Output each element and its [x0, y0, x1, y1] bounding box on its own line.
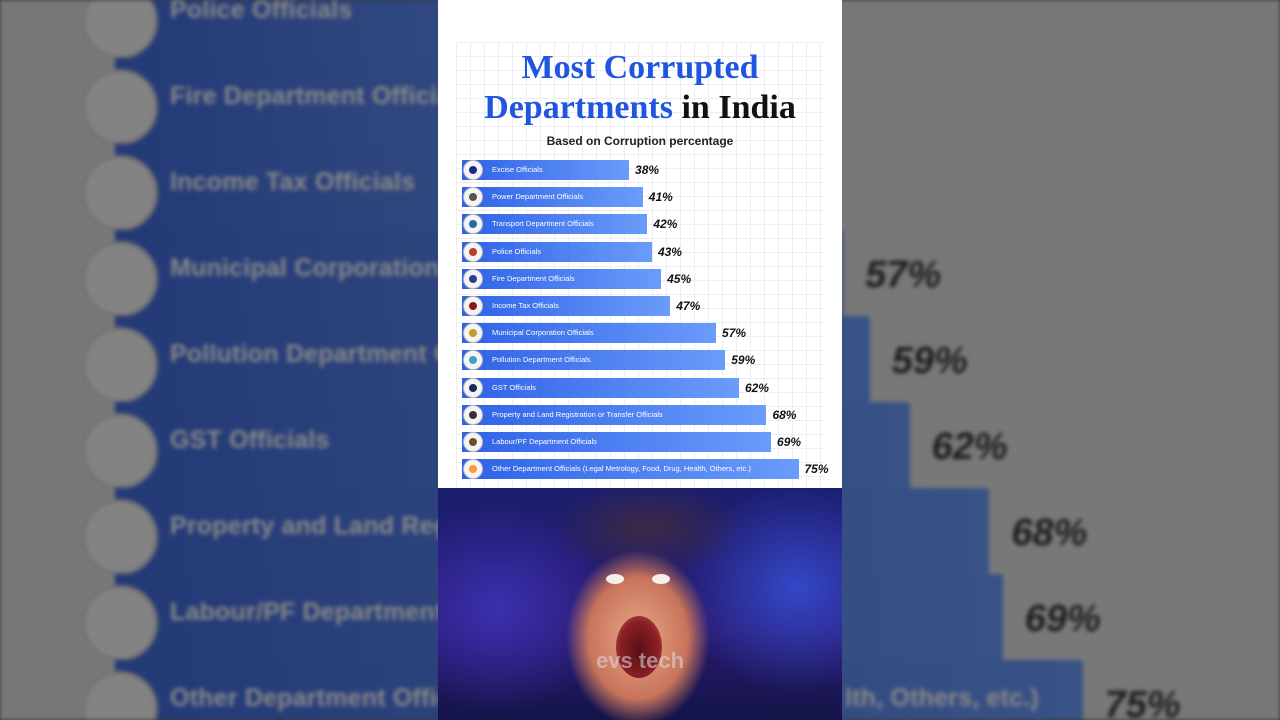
value-label: 57%	[722, 326, 747, 341]
bar-label: Municipal Corporation Officials	[492, 328, 594, 338]
title-highlight: Most Corrupted Departments	[484, 49, 759, 126]
background-label: Police Officials	[170, 0, 353, 24]
watermark-text: evs tech	[595, 648, 685, 673]
background-emblem-icon	[82, 0, 158, 59]
value-label: 75%	[804, 462, 829, 477]
background-emblem-icon	[82, 155, 158, 231]
background-label: Pollution Department Of	[170, 340, 463, 368]
value-label: 41%	[648, 190, 673, 205]
background-emblem-icon	[82, 327, 158, 403]
background-label: Other Department Officia	[170, 684, 473, 712]
value-label: 69%	[777, 435, 802, 449]
police-emblem-icon	[463, 241, 483, 262]
background-percent: 68%	[1011, 512, 1088, 554]
background-percent: 75%	[1104, 684, 1181, 720]
background-label: Municipal Corporation Of	[170, 254, 475, 282]
background-emblem-icon	[82, 499, 158, 575]
background-percent: 69%	[1024, 598, 1101, 640]
bar-label: GST Officials	[492, 382, 536, 392]
bar-label: Labour/PF Department Officials	[492, 437, 597, 446]
municipal-emblem-icon	[463, 323, 483, 344]
india-flag-icon	[463, 459, 483, 480]
bar-3: Transport Department Officials	[462, 214, 648, 235]
background-tail-text: lth, Others, etc.)	[845, 684, 1039, 712]
background-emblem-icon	[82, 413, 158, 489]
bar-label: Fire Department Officials	[492, 273, 575, 283]
bar-label: Property and Land Registration or Transf…	[492, 409, 663, 419]
title-rest: in India	[681, 89, 796, 126]
bar-9: GST Officials	[462, 377, 739, 398]
bar-10: Property and Land Registration or Transf…	[462, 404, 767, 425]
value-label: 42%	[653, 217, 678, 232]
bar-7: Municipal Corporation Officials	[462, 323, 717, 344]
value-label: 47%	[676, 299, 701, 313]
background-emblem-icon	[82, 69, 158, 145]
background-label: Fire Department Officials	[170, 82, 473, 110]
bar-2: Power Department Officials	[462, 187, 643, 208]
chart-title: Most Corrupted Departments in India	[438, 48, 842, 128]
bar-8: Pollution Department Officials	[462, 350, 726, 371]
bar-4: Police Officials	[462, 241, 652, 262]
photo-eye-left	[606, 574, 624, 584]
value-label: 59%	[731, 353, 756, 368]
value-label: 38%	[635, 163, 660, 177]
background-percent: 59%	[891, 340, 968, 382]
value-label: 45%	[667, 271, 692, 286]
chart-panel: Most Corrupted Departments in India Base…	[438, 0, 842, 488]
bar-label: Excise Officials	[492, 165, 543, 174]
bar-12: Other Department Officials (Legal Metrol…	[462, 459, 799, 480]
fire-dept-emblem-icon	[463, 268, 483, 289]
power-dept-icon	[463, 187, 483, 208]
background-percent: 62%	[931, 426, 1008, 468]
value-label: 62%	[744, 380, 769, 395]
gst-emblem-icon	[463, 377, 483, 398]
background-emblem-icon	[82, 241, 158, 317]
bar-label: Transport Department Officials	[492, 219, 594, 229]
excise-emblem-icon	[463, 160, 483, 180]
value-label: 43%	[657, 244, 682, 259]
background-percent: 57%	[865, 254, 942, 296]
bar-11: Labour/PF Department Officials	[462, 432, 772, 452]
bar-label: Power Department Officials	[492, 192, 584, 202]
background-emblem-icon	[82, 585, 158, 661]
bar-label: Income Tax Officials	[492, 301, 559, 310]
photo-mouth	[616, 616, 662, 678]
ashoka-lion-icon	[463, 404, 483, 425]
reaction-photo: evs tech	[438, 488, 842, 720]
value-label: 68%	[772, 407, 797, 422]
transport-emblem-icon	[463, 214, 483, 235]
background-label: Labour/PF Department O	[170, 598, 471, 626]
bar-5: Fire Department Officials	[462, 268, 662, 289]
bar-label: Other Department Officials (Legal Metrol…	[492, 464, 751, 474]
income-tax-emblem-icon	[463, 296, 483, 316]
bar-label: Police Officials	[492, 246, 542, 256]
bar-label: Pollution Department Officials	[492, 355, 591, 365]
background-label: Property and Land Regist	[170, 512, 480, 540]
photo-eye-right	[652, 574, 670, 584]
background-label: GST Officials	[170, 426, 330, 454]
pollution-board-icon	[463, 350, 483, 371]
labour-emblem-icon	[463, 432, 483, 452]
background-emblem-icon	[82, 671, 158, 720]
bar-1: Excise Officials	[462, 160, 630, 180]
background-label: Income Tax Officials	[170, 168, 416, 196]
chart-subtitle: Based on Corruption percentage	[546, 134, 734, 148]
bar-area: Excise Officials 38% Power Department Offi…	[438, 0, 842, 488]
bar-6: Income Tax Officials	[462, 296, 671, 316]
